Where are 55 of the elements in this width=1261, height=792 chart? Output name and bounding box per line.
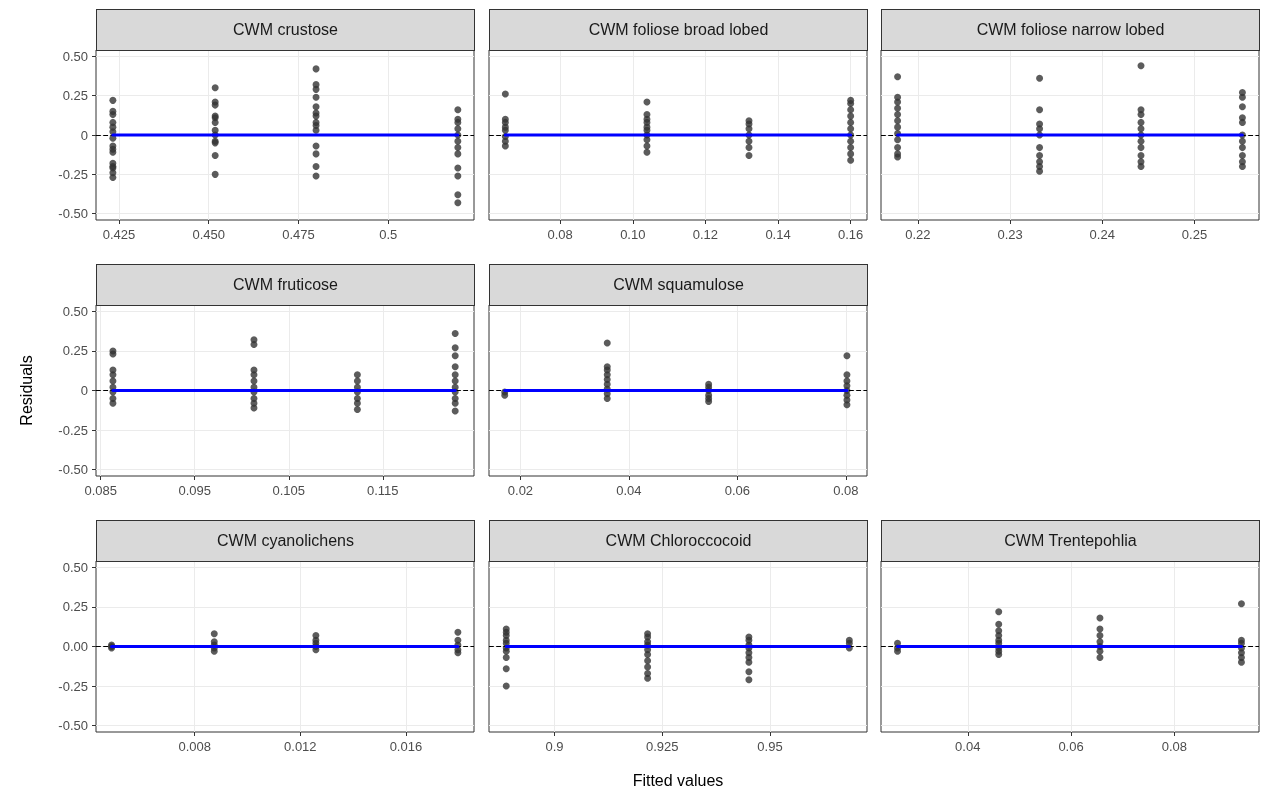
y-tick-label: 0 [80,383,88,398]
x-tick-label: 0.475 [282,227,315,242]
x-tick-label: 0.25 [1181,227,1208,242]
y-tick-label: 0.25 [62,599,88,615]
y-tick-label: 0.25 [62,88,88,104]
x-axis-title: Fitted values [632,771,724,789]
chart-title: CWM squamulose [489,264,868,306]
x-tick-label: 0.14 [765,227,791,242]
chart-title: CWM Trentepohlia [881,520,1260,562]
chart-title: CWM crustose [96,9,475,51]
y-tick-label: 0.25 [62,343,88,359]
y-tick-label: 0.50 [62,48,88,64]
y-axis-title: Residuals [17,355,35,426]
x-tick-label: 0.425 [102,227,136,242]
x-tick-label: 0.115 [367,483,399,498]
x-tick-label: 0.105 [272,483,306,498]
chart-title: CWM cyanolichens [96,520,475,562]
y-tick-label: 0.50 [62,559,88,575]
y-tick-label: 0.00 [62,639,88,654]
x-tick-label: 0.22 [905,227,931,242]
x-tick-label: 0.23 [997,227,1023,242]
x-tick-label: 0.008 [178,739,211,754]
x-tick-label: 0.016 [389,739,423,754]
x-tick-label: 0.925 [645,739,679,754]
y-tick-label: -0.25 [58,166,88,182]
x-tick-label: 0.04 [955,739,981,754]
x-tick-label: 0.10 [620,227,646,242]
x-tick-label: 0.085 [84,483,117,498]
x-tick-label: 0.5 [379,227,398,242]
x-tick-label: 0.9 [545,739,564,754]
x-tick-label: 0.04 [616,483,642,498]
x-tick-label: 0.08 [547,227,573,242]
x-tick-label: 0.012 [284,739,317,754]
x-tick-label: 0.08 [1161,739,1187,754]
chart-title: CWM Chloroccocoid [489,520,868,562]
x-tick-label: 0.16 [838,227,864,242]
x-tick-label: 0.06 [1058,739,1084,754]
y-tick-label: 0 [80,127,88,143]
chart-title: CWM foliose broad lobed [489,9,868,51]
x-tick-label: 0.095 [178,483,211,498]
chart-title: CWM fruticose [96,264,475,306]
y-tick-label: 0.50 [62,303,88,319]
y-tick-label: -0.50 [58,718,88,734]
chart-title: CWM foliose narrow lobed [881,9,1260,51]
x-tick-label: 0.06 [724,483,751,498]
x-tick-label: 0.12 [692,227,719,242]
y-tick-label: -0.50 [58,206,88,222]
x-tick-label: 0.08 [833,483,859,498]
y-tick-label: -0.50 [58,462,88,478]
y-tick-label: -0.25 [58,422,88,438]
x-tick-label: 0.450 [192,227,225,242]
x-tick-label: 0.24 [1089,227,1115,242]
x-tick-label: 0.02 [507,483,534,498]
x-tick-label: 0.95 [757,739,783,754]
y-tick-label: -0.25 [58,678,88,694]
